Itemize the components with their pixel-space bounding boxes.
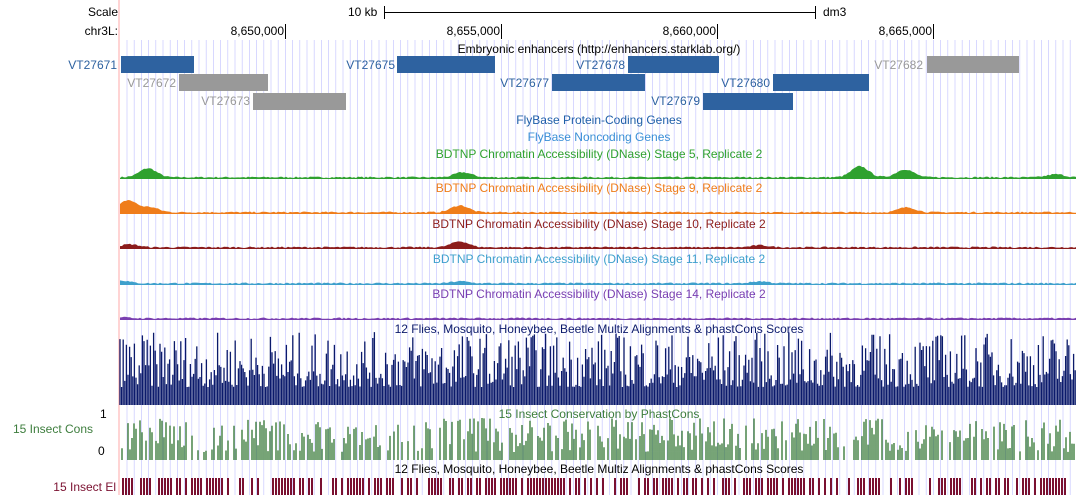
enhancer-feature[interactable] (397, 56, 495, 73)
enhancer-label[interactable]: VT27673 (201, 94, 250, 108)
enhancer-label[interactable]: VT27677 (500, 76, 549, 90)
phastcons-side-label[interactable]: 15 Insect Cons (12, 422, 93, 436)
enhancer-feature[interactable] (179, 74, 268, 91)
enhancer-label[interactable]: VT27682 (874, 58, 923, 72)
enhancer-label[interactable]: VT27678 (576, 58, 625, 72)
position-label: 8,650,000 (230, 24, 284, 38)
dnase-signal (120, 280, 1076, 285)
position-tick (933, 24, 934, 39)
dnase-stage11-title[interactable]: BDTNP Chromatin Accessibility (DNase) St… (432, 252, 766, 266)
chrom-label: chr3L: (84, 24, 118, 38)
enhancer-label[interactable]: VT27675 (346, 58, 395, 72)
enhancer-label[interactable]: VT27679 (651, 94, 700, 108)
enhancer-feature[interactable] (628, 56, 719, 73)
scale-bar-text: 10 kb (348, 5, 378, 19)
position-label: 8,665,000 (878, 24, 932, 38)
position-label: 8,660,000 (662, 24, 716, 38)
scale-bar-left-cap (384, 6, 385, 19)
position-tick (285, 24, 286, 39)
dnase-signal (120, 316, 1076, 320)
scale-bar-right-cap (815, 6, 816, 19)
noncoding-genes-title[interactable]: FlyBase Noncoding Genes (527, 130, 671, 144)
enhancer-label[interactable]: VT27671 (68, 58, 117, 72)
dnase-signal (120, 200, 1076, 214)
dnase-stage9-title[interactable]: BDTNP Chromatin Accessibility (DNase) St… (435, 181, 763, 195)
dnase-stage14-title[interactable]: BDTNP Chromatin Accessibility (DNase) St… (432, 287, 766, 301)
enhancers-track-title: Embryonic enhancers (http://enhancers.st… (457, 42, 741, 56)
enhancer-feature[interactable] (552, 74, 645, 91)
position-tick (717, 24, 718, 39)
dnase-signal (120, 241, 1076, 249)
assembly-label: dm3 (823, 5, 847, 19)
enhancer-feature[interactable] (253, 93, 346, 110)
multiz-signal (119, 332, 1076, 405)
enhancer-feature[interactable] (121, 56, 194, 73)
protein-coding-genes-title[interactable]: FlyBase Protein-Coding Genes (516, 113, 682, 127)
enhancer-label[interactable]: VT27680 (721, 76, 770, 90)
scale-label: Scale (87, 5, 118, 19)
dnase-stage5-title[interactable]: BDTNP Chromatin Accessibility (DNase) St… (435, 147, 763, 161)
phastcons-track-title[interactable]: 15 Insect Conservation by PhastCons (498, 407, 700, 421)
dnase-stage10-title[interactable]: BDTNP Chromatin Accessibility (DNase) St… (432, 217, 766, 231)
phastcons-axis-max: 1 (100, 407, 107, 421)
enhancer-feature[interactable] (927, 56, 1019, 73)
enhancer-feature[interactable] (773, 74, 869, 91)
scale-bar-line (384, 12, 816, 13)
enhancer-feature[interactable] (703, 93, 793, 110)
multiz-track-title[interactable]: 12 Flies, Mosquito, Honeybee, Beetle Mul… (394, 322, 804, 336)
elements-blocks (122, 478, 1066, 495)
elements-side-label[interactable]: 15 Insect El (53, 480, 116, 494)
elements-track-title[interactable]: 12 Flies, Mosquito, Honeybee, Beetle Mul… (394, 462, 804, 476)
enhancer-label[interactable]: VT27672 (127, 76, 176, 90)
phastcons-signal (121, 418, 1075, 460)
position-label: 8,655,000 (446, 24, 500, 38)
grid-lines (126, 40, 1071, 495)
position-tick (501, 24, 502, 39)
dnase-signal (120, 165, 1076, 179)
phastcons-axis-min: 0 (98, 444, 105, 458)
